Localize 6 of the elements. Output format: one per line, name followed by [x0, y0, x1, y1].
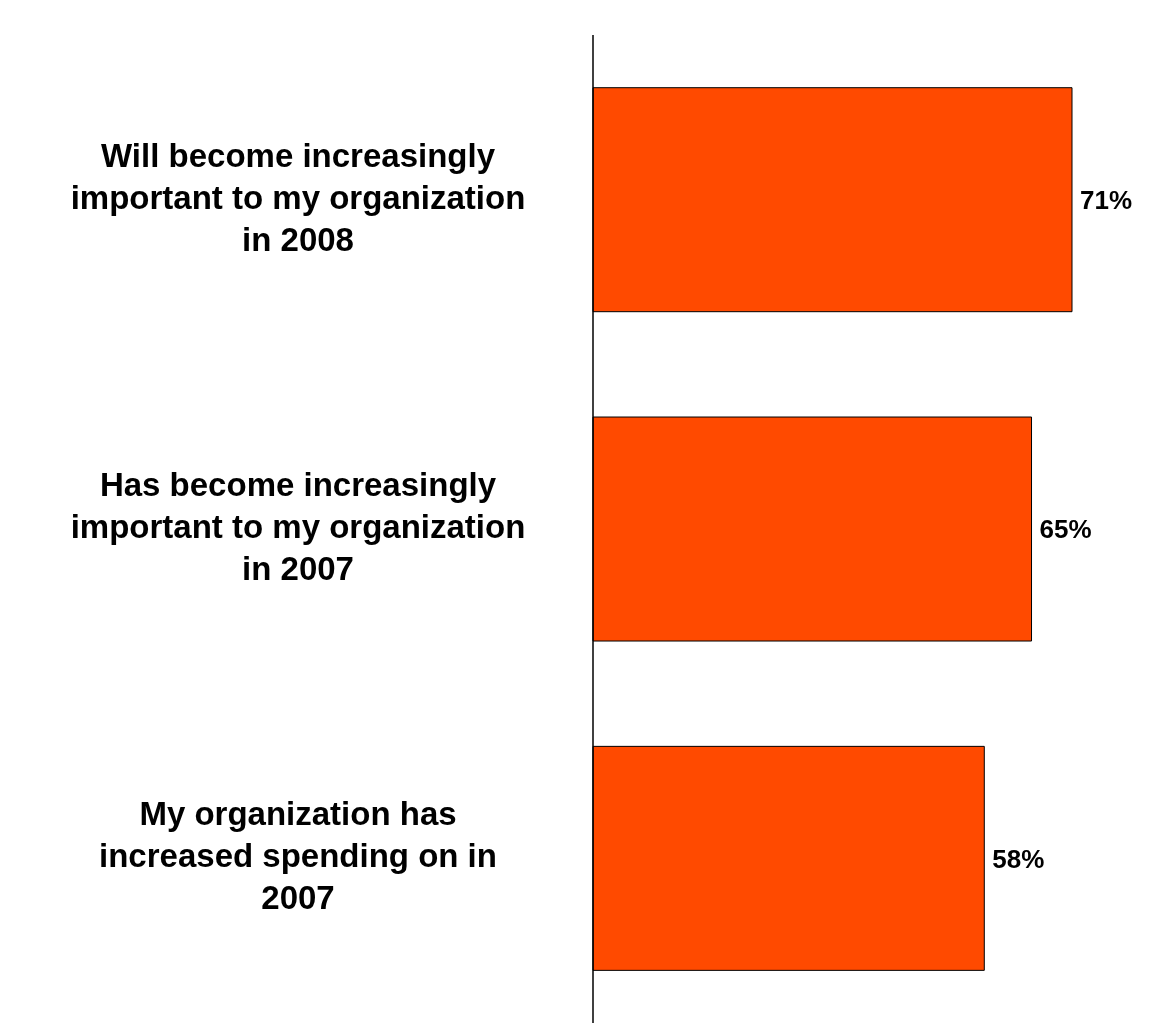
- y-tick-label: Will become increasingly important to my organization in 2008: [70, 136, 526, 258]
- y-tick-label: My organization has increased spending on in 2007: [99, 795, 497, 917]
- data-label: 71%: [1080, 184, 1133, 215]
- data-label: 58%: [992, 843, 1045, 874]
- y-tick-label: Has become increasingly important to my organization in 2007: [70, 465, 526, 587]
- data-label: 65%: [1039, 514, 1092, 545]
